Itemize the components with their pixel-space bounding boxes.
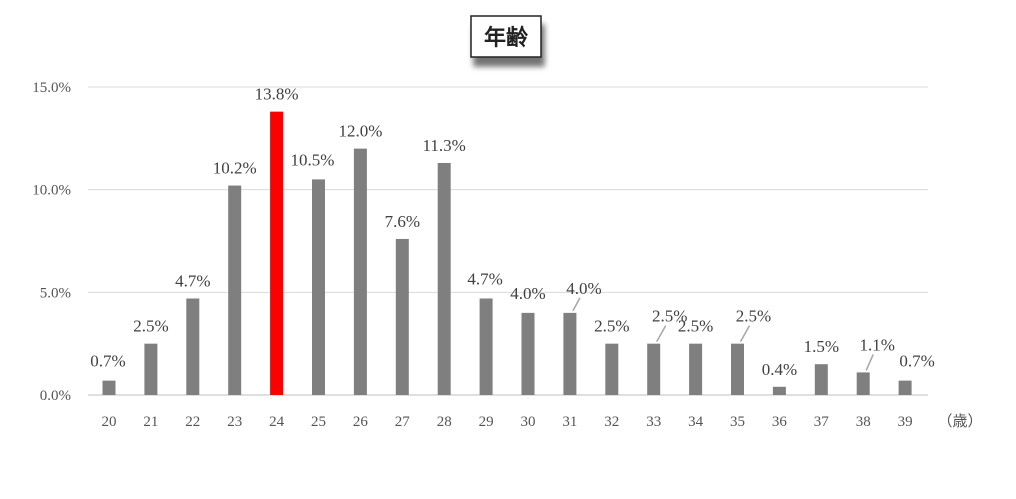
y-tick-label: 10.0% — [32, 183, 71, 199]
data-label-32: 2.5% — [594, 317, 629, 336]
leader-line-31 — [572, 297, 581, 312]
data-label-20: 0.7% — [90, 352, 125, 371]
bar-28 — [437, 162, 451, 395]
leader-line-38 — [865, 354, 874, 371]
x-tick-label: 28 — [437, 414, 452, 430]
x-tick-label: 31 — [562, 414, 577, 430]
label-leader-lines — [572, 297, 874, 371]
y-tick-label: 15.0% — [32, 80, 71, 96]
x-tick-label: 24 — [269, 414, 285, 430]
x-tick-label: 23 — [227, 414, 242, 430]
bar-35 — [731, 343, 744, 395]
data-label-26: 12.0% — [338, 122, 382, 141]
x-tick-label: 27 — [395, 414, 411, 430]
data-label-36: 0.4% — [762, 360, 797, 379]
bar-25 — [312, 179, 325, 395]
data-label-33: 2.5% — [652, 307, 687, 326]
data-label-35: 2.5% — [736, 307, 771, 326]
chart-title-box: 年齢 — [470, 15, 542, 58]
data-label-38: 1.1% — [859, 335, 894, 354]
x-tick-label: 38 — [856, 414, 871, 430]
bar-32 — [605, 343, 619, 395]
leader-line-33 — [656, 325, 667, 343]
data-label-31: 4.0% — [566, 279, 601, 298]
y-axis-tick-labels: 0.0% 5.0% 10.0% 15.0% — [32, 80, 71, 404]
x-tick-label: 37 — [814, 414, 830, 430]
data-label-34: 2.5% — [678, 317, 713, 336]
x-tick-label: 39 — [898, 414, 913, 430]
y-tick-label: 5.0% — [40, 285, 71, 301]
x-tick-label: 29 — [479, 414, 494, 430]
bar-38 — [856, 372, 870, 395]
data-label-21: 2.5% — [133, 317, 168, 336]
data-label-22: 4.7% — [175, 271, 210, 290]
x-tick-label: 22 — [185, 414, 200, 430]
bar-26 — [353, 148, 367, 395]
bar-31 — [563, 312, 577, 395]
bar-22 — [186, 298, 200, 395]
bar-34 — [689, 343, 703, 395]
x-tick-label: 25 — [311, 414, 326, 430]
data-label-24: 13.8% — [255, 85, 299, 104]
bar-33 — [647, 343, 661, 395]
bar-24 — [270, 111, 284, 395]
data-label-37: 1.5% — [804, 337, 839, 356]
bar-30 — [521, 312, 535, 395]
bar-21 — [144, 343, 158, 395]
data-labels: 0.7% 2.5% 4.7% 10.2% 13.8% 10.5%12.0% 7.6% 11.3… — [90, 85, 935, 379]
data-label-28: 11.3% — [423, 136, 466, 155]
x-axis-unit-label: （歳） — [937, 413, 982, 430]
bar-39 — [898, 380, 912, 395]
bar-37 — [814, 364, 828, 395]
x-tick-label: 33 — [646, 414, 661, 430]
x-tick-label: 34 — [688, 414, 704, 430]
x-tick-label: 30 — [521, 414, 536, 430]
bar-27 — [395, 238, 409, 395]
bar-20 — [102, 380, 116, 395]
x-tick-label: 35 — [730, 414, 745, 430]
bars — [102, 111, 912, 395]
x-tick-label: 32 — [604, 414, 619, 430]
data-label-25: 10.5% — [291, 150, 335, 169]
bar-29 — [479, 298, 493, 395]
data-label-29: 4.7% — [467, 269, 502, 288]
bar-36 — [772, 386, 786, 395]
x-axis-tick-labels: 20 21 22 23 24 25 26 27 28 29 30 31 32 33 34 35 36 37 38 39 — [102, 414, 913, 430]
x-tick-label: 21 — [143, 414, 158, 430]
leader-line-35 — [739, 325, 751, 343]
x-tick-label: 36 — [772, 414, 788, 430]
data-label-23: 10.2% — [213, 159, 257, 178]
data-label-39: 0.7% — [899, 352, 934, 371]
y-tick-label: 0.0% — [40, 388, 71, 404]
data-label-27: 7.6% — [385, 212, 420, 231]
x-tick-label: 26 — [353, 414, 369, 430]
chart-title-frame — [470, 15, 542, 58]
bar-23 — [228, 185, 242, 395]
chart-title: 年齢 — [484, 25, 529, 51]
gridlines — [88, 86, 928, 396]
x-tick-label: 20 — [102, 414, 117, 430]
data-label-30: 4.0% — [510, 284, 545, 303]
